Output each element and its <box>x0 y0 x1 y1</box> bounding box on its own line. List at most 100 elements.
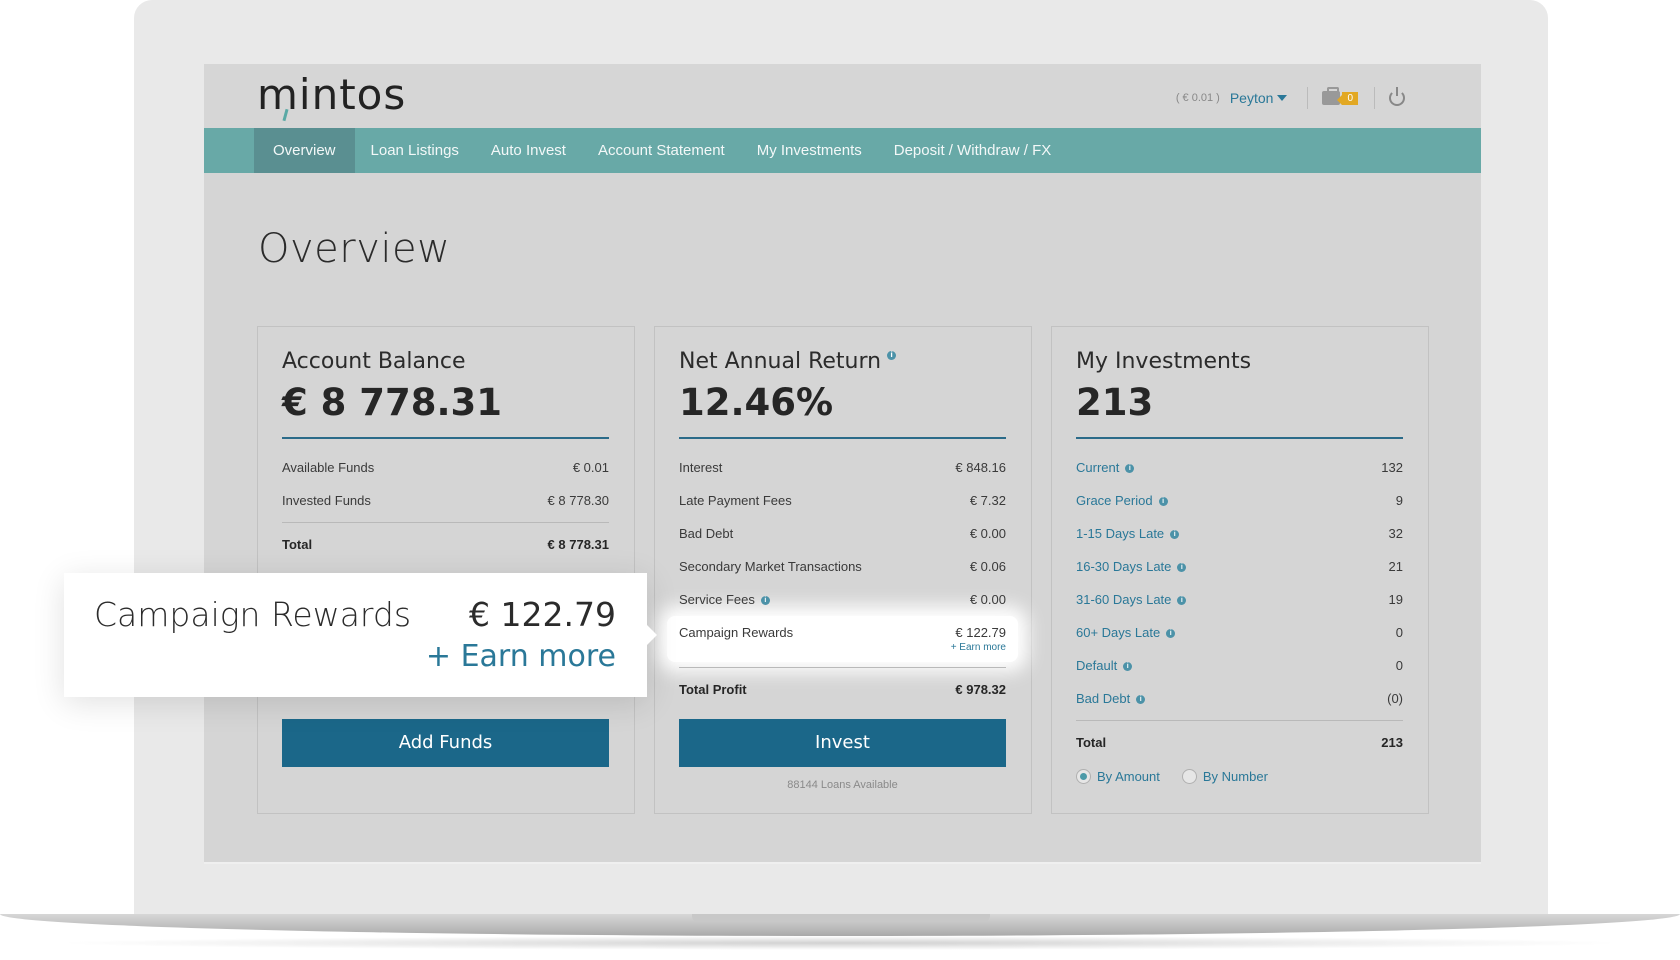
row-value: 9 <box>1395 493 1403 508</box>
row-label-text[interactable]: 1-15 Days Late <box>1076 526 1165 541</box>
callout-label: Campaign Rewards <box>94 595 412 634</box>
info-icon[interactable]: i <box>1136 695 1146 705</box>
list-item[interactable]: 60+ Days Late i 0 <box>1076 616 1403 649</box>
row-divider <box>282 522 609 523</box>
row-label: 1-15 Days Late i <box>1076 526 1180 541</box>
row-label-text[interactable]: Current <box>1076 460 1120 475</box>
list-item: Invested Funds € 8 778.30 <box>282 484 609 517</box>
list-item[interactable]: 1-15 Days Late i 32 <box>1076 517 1403 550</box>
row-label: Grace Period i <box>1076 493 1168 508</box>
nav-overview[interactable]: Overview <box>254 128 355 173</box>
row-value: 32 <box>1388 526 1403 541</box>
callout-earn-more-link[interactable]: + Earn more <box>425 639 616 674</box>
page-title: Overview <box>258 226 451 272</box>
account-balance-amount: € 8 778.31 <box>282 381 503 424</box>
nav-auto-invest[interactable]: Auto Invest <box>490 142 566 159</box>
row-value: € 7.32 <box>969 493 1006 508</box>
row-label: 16-30 Days Late i <box>1076 559 1187 574</box>
row-value: € 0.06 <box>969 559 1006 574</box>
net-annual-return-card: Net Annual Return i 12.46% Interest € 848… <box>654 326 1032 814</box>
balance-rows: Available Funds € 0.01 Invested Funds € … <box>282 451 609 561</box>
app-screen: mintos ( € 0.01 ) Peyton 0 Overview Loan… <box>204 64 1481 864</box>
header-balance: ( € 0.01 ) <box>1175 92 1220 104</box>
info-icon[interactable]: i <box>1177 563 1187 573</box>
row-label: Available Funds <box>282 460 375 475</box>
header-account-area: ( € 0.01 ) Peyton 0 <box>1176 86 1481 110</box>
row-value: € 8 778.31 <box>547 537 609 552</box>
list-item[interactable]: Bad Debt i (0) <box>1076 682 1403 715</box>
row-label-text[interactable]: 16-30 Days Late <box>1076 559 1172 574</box>
header-divider <box>1307 87 1309 109</box>
by-number-radio[interactable] <box>1181 769 1197 784</box>
info-icon[interactable]: i <box>887 351 897 360</box>
invest-button[interactable]: Invest <box>679 719 1006 767</box>
earn-more-link[interactable]: + Earn more <box>950 642 1006 653</box>
by-number-label[interactable]: By Number <box>1202 769 1268 784</box>
row-value: € 978.32 <box>955 682 1006 697</box>
nav-deposit-withdraw[interactable]: Deposit / Withdraw / FX <box>893 142 1052 159</box>
row-value: 19 <box>1388 592 1403 607</box>
row-label: Bad Debt i <box>1076 691 1146 706</box>
app-header: mintos ( € 0.01 ) Peyton 0 <box>204 64 1481 128</box>
net-annual-return-amount: 12.46% <box>679 381 834 424</box>
info-icon[interactable]: i <box>1158 497 1168 507</box>
nav-account-statement[interactable]: Account Statement <box>597 142 725 159</box>
campaign-rewards-row: Campaign Rewards € 122.79 + Earn more <box>667 616 1018 662</box>
by-amount-radio[interactable] <box>1076 769 1091 784</box>
power-icon[interactable] <box>1389 87 1405 106</box>
list-item[interactable]: Current i 132 <box>1076 451 1403 484</box>
row-label: Late Payment Fees <box>679 493 792 508</box>
list-item[interactable]: Grace Period i 9 <box>1076 484 1403 517</box>
card-divider <box>282 437 609 439</box>
info-icon[interactable]: i <box>760 596 770 606</box>
row-label: Service Fees i <box>679 592 770 607</box>
list-item: Available Funds € 0.01 <box>282 451 609 484</box>
info-icon[interactable]: i <box>1125 464 1135 474</box>
row-value: 132 <box>1381 460 1403 475</box>
info-icon[interactable]: i <box>1170 530 1180 540</box>
laptop-shadow <box>50 936 1630 950</box>
row-label-text[interactable]: Grace Period <box>1076 493 1153 508</box>
row-label: Bad Debt <box>679 526 734 541</box>
user-menu[interactable]: Peyton <box>1229 90 1274 106</box>
list-item: Bad Debt € 0.00 <box>679 517 1006 550</box>
row-label: Invested Funds <box>282 493 371 508</box>
row-divider <box>679 667 1006 668</box>
list-item[interactable]: 31-60 Days Late i 19 <box>1076 583 1403 616</box>
list-item[interactable]: Default i 0 <box>1076 649 1403 682</box>
add-funds-button[interactable]: Add Funds <box>282 719 609 767</box>
briefcase-icon[interactable] <box>1322 87 1341 105</box>
row-label: Total Profit <box>679 682 747 697</box>
return-rows: Interest € 848.16 Late Payment Fees € 7.… <box>667 451 1018 706</box>
info-icon[interactable]: i <box>1166 629 1176 639</box>
card-title: Net Annual Return i <box>679 349 897 374</box>
campaign-rewards-values: € 122.79 + Earn more <box>951 625 1006 653</box>
row-value: € 8 778.30 <box>547 493 609 508</box>
card-divider <box>1076 437 1403 439</box>
info-icon[interactable]: i <box>1177 596 1187 606</box>
nav-loan-listings[interactable]: Loan Listings <box>370 142 459 159</box>
row-divider <box>1076 720 1403 721</box>
total-row: Total 213 <box>1076 726 1403 759</box>
row-label-text[interactable]: Bad Debt <box>1076 691 1131 706</box>
laptop-base <box>0 914 1680 960</box>
list-item[interactable]: 16-30 Days Late i 21 <box>1076 550 1403 583</box>
total-row: Total Profit € 978.32 <box>679 673 1006 706</box>
row-value: 0 <box>1395 658 1403 673</box>
notification-badge[interactable]: 0 <box>1337 91 1358 105</box>
laptop-deck <box>0 914 1680 936</box>
callout-value: € 122.79 <box>469 595 616 634</box>
nav-my-investments[interactable]: My Investments <box>756 142 862 159</box>
chevron-down-icon[interactable] <box>1277 95 1288 101</box>
row-label-text[interactable]: 60+ Days Late <box>1076 625 1161 640</box>
laptop-notch <box>692 914 990 922</box>
row-label-text[interactable]: 31-60 Days Late <box>1076 592 1172 607</box>
row-value: € 0.01 <box>572 460 609 475</box>
mintos-logo[interactable]: mintos <box>257 70 407 119</box>
row-value: € 0.00 <box>969 526 1006 541</box>
row-value: 0 <box>1395 625 1403 640</box>
info-icon[interactable]: i <box>1123 662 1133 672</box>
row-label-text[interactable]: Default <box>1076 658 1118 673</box>
by-amount-label[interactable]: By Amount <box>1097 769 1160 784</box>
